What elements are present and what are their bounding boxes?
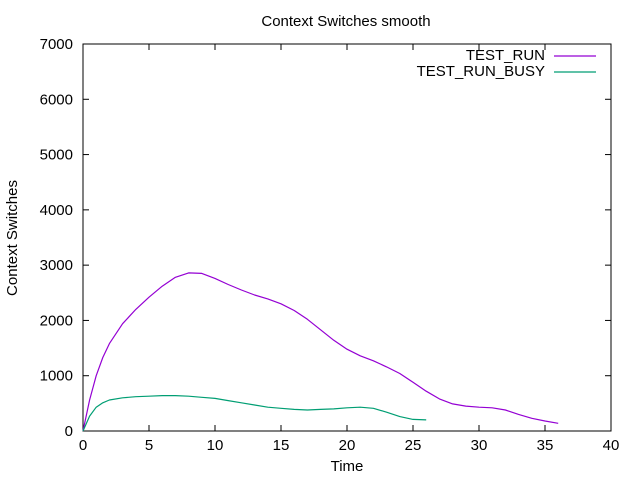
x-tick-label: 30 bbox=[471, 437, 488, 454]
y-tick-label: 3000 bbox=[40, 257, 73, 274]
x-tick-label: 0 bbox=[79, 437, 87, 454]
y-tick-label: 0 bbox=[65, 423, 73, 440]
x-tick-label: 25 bbox=[405, 437, 422, 454]
legend: TEST_RUN TEST_RUN_BUSY bbox=[417, 47, 596, 80]
plot-frame bbox=[82, 43, 612, 432]
y-tick-label: 1000 bbox=[40, 368, 73, 385]
x-tick-label: 20 bbox=[339, 437, 356, 454]
y-tick-label: 7000 bbox=[40, 36, 73, 53]
x-tick-label: 10 bbox=[207, 437, 224, 454]
y-axis-label: Context Switches bbox=[4, 180, 21, 296]
axis-ticks bbox=[82, 43, 612, 432]
series-line-test-run-busy bbox=[82, 395, 427, 432]
x-tick-label: 40 bbox=[603, 437, 620, 454]
x-axis-label: Time bbox=[331, 458, 364, 475]
series-lines bbox=[82, 272, 559, 432]
axis-tick-labels: 0 5 10 15 20 25 30 35 40 0 1000 2000 3000 4000 5000 600… bbox=[40, 36, 620, 454]
legend-label-test-run: TEST_RUN bbox=[466, 47, 545, 64]
x-tick-label: 35 bbox=[537, 437, 554, 454]
y-tick-label: 4000 bbox=[40, 202, 73, 219]
y-tick-label: 6000 bbox=[40, 91, 73, 108]
chart-title: Context Switches smooth bbox=[261, 13, 430, 30]
x-tick-label: 15 bbox=[273, 437, 290, 454]
y-tick-label: 5000 bbox=[40, 147, 73, 164]
x-tick-label: 5 bbox=[145, 437, 153, 454]
y-tick-label: 2000 bbox=[40, 312, 73, 329]
legend-label-test-run-busy: TEST_RUN_BUSY bbox=[417, 63, 545, 80]
series-line-test-run bbox=[82, 272, 559, 432]
